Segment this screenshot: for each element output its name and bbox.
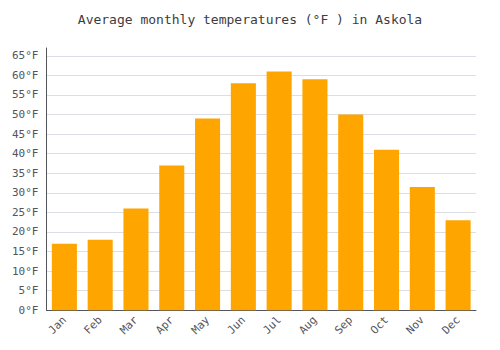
svg-text:60°F: 60°F [12, 69, 39, 82]
svg-text:May: May [189, 313, 212, 336]
svg-text:Jul: Jul [261, 314, 284, 337]
svg-text:Apr: Apr [153, 313, 176, 336]
svg-text:15°F: 15°F [12, 245, 39, 258]
svg-text:Sep: Sep [332, 314, 355, 337]
svg-text:55°F: 55°F [12, 88, 39, 101]
svg-text:10°F: 10°F [12, 265, 39, 278]
svg-text:Oct: Oct [368, 314, 391, 337]
svg-text:30°F: 30°F [12, 186, 39, 199]
svg-text:Dec: Dec [439, 314, 462, 337]
svg-text:Nov: Nov [404, 313, 427, 336]
svg-text:Jun: Jun [225, 314, 248, 337]
svg-text:45°F: 45°F [12, 128, 39, 141]
svg-text:5°F: 5°F [19, 284, 39, 297]
svg-text:25°F: 25°F [12, 206, 39, 219]
svg-text:35°F: 35°F [12, 167, 39, 180]
svg-text:Aug: Aug [296, 314, 319, 337]
svg-text:Mar: Mar [117, 313, 140, 336]
svg-text:Average monthly temperatures (: Average monthly temperatures (°F ) in As… [78, 12, 422, 27]
svg-text:65°F: 65°F [12, 49, 39, 62]
svg-text:40°F: 40°F [12, 147, 39, 160]
svg-text:20°F: 20°F [12, 225, 39, 238]
svg-text:Feb: Feb [82, 314, 105, 337]
svg-text:0°F: 0°F [19, 304, 39, 317]
svg-text:50°F: 50°F [12, 108, 39, 121]
svg-text:Jan: Jan [46, 314, 69, 337]
